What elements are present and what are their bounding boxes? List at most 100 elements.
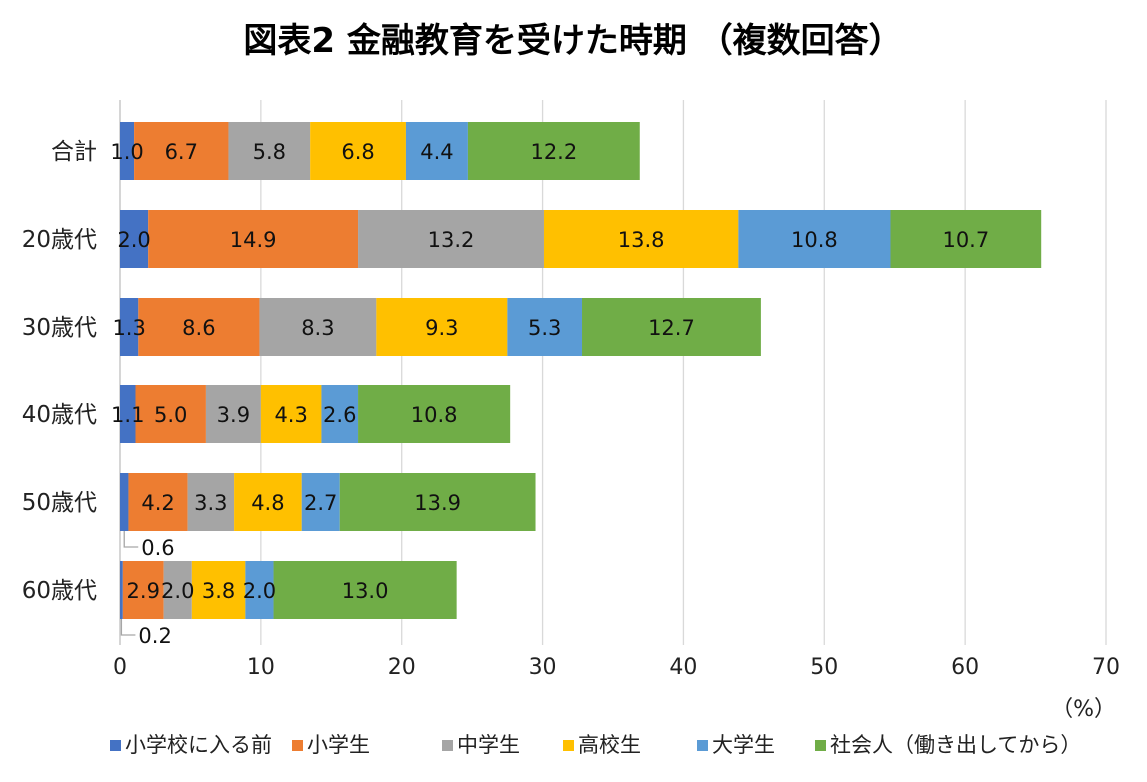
data-label-40-series-5: 10.8 (411, 403, 458, 427)
data-label-40-series-0: 1.1 (111, 403, 144, 427)
data-label-30-series-0: 1.3 (112, 316, 145, 340)
bar-40-series-0 (120, 385, 136, 443)
bar-30-series-5 (582, 298, 761, 356)
bar-0-series-0 (120, 122, 135, 180)
x-tick-label-0: 0 (113, 655, 127, 680)
x-tick-label-50: 50 (810, 655, 838, 680)
data-label-50-series-3: 4.8 (251, 491, 284, 515)
bar-40-series-2 (205, 385, 261, 443)
bar-50-series-4 (301, 473, 340, 531)
legend-swatch-4 (697, 740, 708, 751)
data-label-60-series-4: 2.0 (243, 579, 276, 603)
bar-0-series-4 (405, 122, 468, 180)
category-label-4: 50歳代 (22, 490, 97, 516)
bar-50-series-0 (120, 473, 129, 531)
bar-50-series-3 (234, 473, 302, 531)
bar-50-series-5 (339, 473, 536, 531)
legend-label-3: 高校生 (578, 733, 641, 757)
legend-swatch-2 (442, 740, 453, 751)
bar-40-series-1 (135, 385, 206, 443)
legend-label-2: 中学生 (457, 733, 520, 757)
data-label-0-series-1: 6.7 (165, 140, 198, 164)
legend-label-1: 小学生 (307, 733, 370, 757)
x-tick-label-20: 20 (388, 655, 416, 680)
chart-title: 図表2 金融教育を受けた時期 （複数回答） (243, 21, 902, 61)
data-labels: 1.0 6.7 5.8 6.8 4.4 12.2 2.0 14.9 13.2 13.8 10.8 10… (110, 140, 989, 648)
callout-label-50: 0.6 (141, 536, 174, 560)
data-label-50-series-1: 4.2 (141, 491, 174, 515)
legend-swatch-3 (563, 740, 574, 751)
bar-30-series-1 (138, 298, 260, 356)
bar-0-series-5 (467, 122, 640, 180)
data-label-50-series-5: 13.9 (414, 491, 461, 515)
bar-50-series-1 (128, 473, 188, 531)
data-label-20-series-5: 10.7 (942, 228, 989, 252)
gridlines (119, 100, 1107, 645)
x-tick-label-60: 60 (951, 655, 979, 680)
bar-40-series-5 (358, 385, 511, 443)
bar-30-series-3 (376, 298, 508, 356)
bar-0-series-3 (310, 122, 406, 180)
category-label-1: 20歳代 (22, 227, 97, 253)
data-label-40-series-4: 2.6 (323, 403, 356, 427)
data-label-50-series-4: 2.7 (304, 491, 337, 515)
legend-swatch-0 (110, 740, 121, 751)
bar-60-series-4 (245, 561, 274, 619)
bar-50-series-2 (187, 473, 235, 531)
category-label-3: 40歳代 (22, 402, 97, 428)
data-label-60-series-1: 2.9 (127, 579, 160, 603)
data-label-20-series-0: 2.0 (117, 228, 150, 252)
unit-label: （%） (1051, 697, 1116, 722)
x-tick-label-70: 70 (1092, 655, 1120, 680)
data-label-40-series-2: 3.9 (217, 403, 250, 427)
category-label-5: 60歳代 (22, 578, 97, 604)
data-label-0-series-4: 4.4 (420, 140, 453, 164)
callout-line-60 (120, 619, 136, 636)
bar-20-series-0 (120, 210, 149, 268)
data-label-40-series-3: 4.3 (274, 403, 307, 427)
legend-swatch-1 (292, 740, 303, 751)
data-label-0-series-3: 6.8 (341, 140, 374, 164)
data-label-20-series-4: 10.8 (791, 228, 838, 252)
data-label-0-series-2: 5.8 (253, 140, 286, 164)
data-label-30-series-5: 12.7 (648, 316, 695, 340)
data-label-30-series-4: 5.3 (528, 316, 561, 340)
bar-0-series-2 (228, 122, 311, 180)
bar-60-series-0 (120, 561, 123, 619)
legend-label-5: 社会人（働き出してから） (830, 733, 1081, 757)
bar-20-series-2 (358, 210, 544, 268)
bar-30-series-2 (259, 298, 377, 356)
x-tick-label-10: 10 (247, 655, 275, 680)
x-tick-label-40: 40 (669, 655, 697, 680)
bar-20-series-4 (738, 210, 891, 268)
data-label-20-series-1: 14.9 (230, 228, 277, 252)
legend-label-4: 大学生 (712, 733, 775, 757)
bar-20-series-3 (543, 210, 739, 268)
data-label-30-series-2: 8.3 (301, 316, 334, 340)
data-label-50-series-2: 3.3 (194, 491, 227, 515)
data-label-40-series-1: 5.0 (154, 403, 187, 427)
data-label-30-series-3: 9.3 (425, 316, 458, 340)
data-label-0-series-5: 12.2 (530, 140, 577, 164)
data-label-60-series-5: 13.0 (342, 579, 389, 603)
bar-60-series-2 (163, 561, 192, 619)
legend-swatch-5 (815, 740, 826, 751)
bars (120, 122, 1042, 619)
data-label-60-series-2: 2.0 (161, 579, 194, 603)
bar-40-series-4 (321, 385, 359, 443)
legend: 小学校に入る前 小学生 中学生 高校生 大学生 社会人（働き出してから） (110, 733, 1081, 757)
data-label-20-series-3: 13.8 (618, 228, 665, 252)
axis-labels: 0 10 20 30 40 50 60 70 合計 20歳代 30歳代 40歳代 50歳代 60歳代 (22, 139, 1120, 680)
category-label-0: 合計 (51, 139, 97, 165)
bar-0-series-1 (134, 122, 229, 180)
bar-30-series-0 (120, 298, 139, 356)
data-label-30-series-1: 8.6 (182, 316, 215, 340)
callout-label-60: 0.2 (138, 624, 171, 648)
data-label-0-series-0: 1.0 (110, 140, 143, 164)
bar-60-series-3 (191, 561, 246, 619)
bar-40-series-3 (260, 385, 322, 443)
callout-line-50 (123, 531, 139, 548)
bar-20-series-5 (890, 210, 1042, 268)
